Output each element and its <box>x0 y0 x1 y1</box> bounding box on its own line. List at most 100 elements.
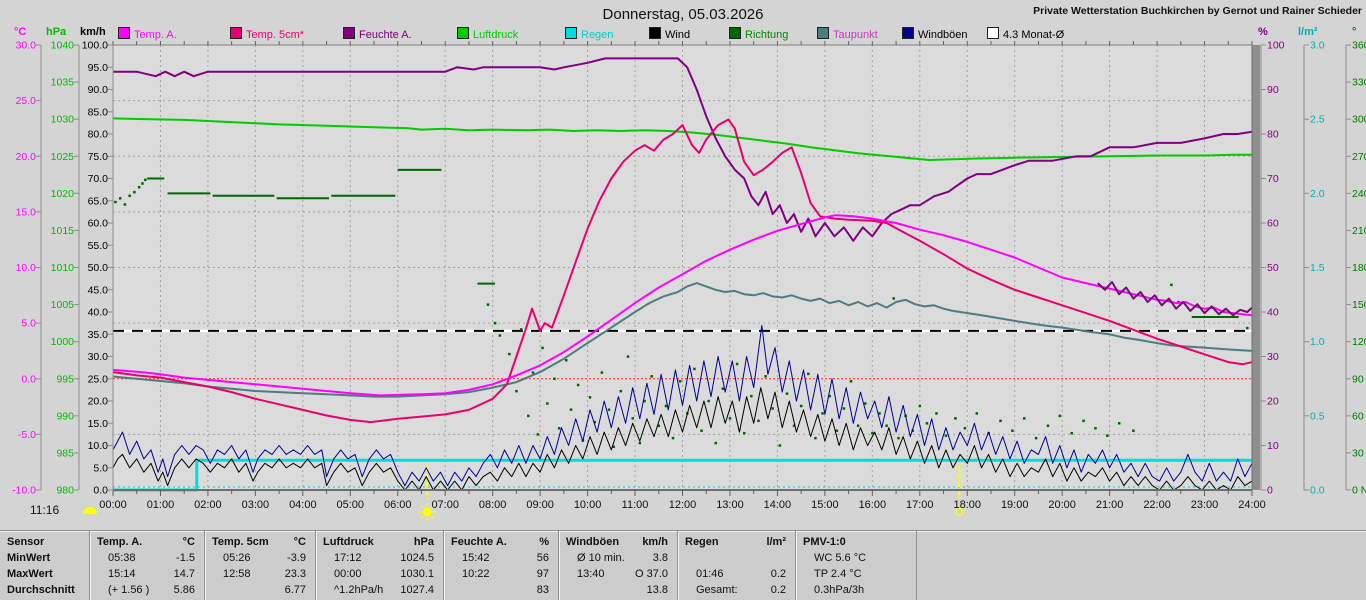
cell-value: 0.2 <box>770 568 786 580</box>
svg-text:1005: 1005 <box>51 299 75 311</box>
legend-swatch-taupunkt <box>817 27 829 39</box>
svg-text:90: 90 <box>1267 84 1279 96</box>
table-header-row: MinWert <box>0 550 89 566</box>
table-col-feuchte-a-: Feuchte A.% 15:42 56 10:22 97 83 <box>443 531 558 600</box>
svg-text:1040: 1040 <box>51 40 75 52</box>
cell-time: 05:38 <box>108 552 136 564</box>
cell-time: Temp. 5cm <box>212 536 269 548</box>
series-richtung <box>114 168 1249 449</box>
svg-text:65.0: 65.0 <box>88 195 109 207</box>
table-col-temp-a-: Temp. A. °C 05:38 -1.5 15:14 14.7 (+ 1.56 ) 5.8… <box>89 531 204 600</box>
cell-value: 56 <box>536 552 549 564</box>
cell-time: Regen <box>685 536 719 548</box>
cell-time: WC 5.6 °C <box>814 552 867 564</box>
cell-time: (+ 1.56 ) <box>108 584 150 596</box>
weather-chart: 00:00 01:00 02:00 03:00 04:00 05:00 06:00 07:00… <box>12 40 1366 521</box>
svg-text:980: 980 <box>56 485 74 497</box>
svg-text:180 S: 180 S <box>1352 262 1366 274</box>
table-row: Gesamt: 0.2 <box>678 582 795 598</box>
cell-value: O 37.0 <box>634 568 668 580</box>
time-axis-labels: 00:00 01:00 02:00 03:00 04:00 05:00 06:00 07:00… <box>99 499 1266 511</box>
table-row: Ø 10 min. 3.8 <box>559 550 677 566</box>
svg-text:1000: 1000 <box>51 336 75 348</box>
svg-text:30: 30 <box>1352 447 1364 459</box>
series-wind <box>112 387 1253 491</box>
svg-text:3.0: 3.0 <box>1310 40 1325 52</box>
svg-text:17:00: 17:00 <box>906 499 934 511</box>
svg-text:995: 995 <box>56 373 74 385</box>
table-row: TP 2.4 °C <box>796 566 916 582</box>
table-row: 10:22 97 <box>444 566 558 582</box>
svg-text:15.0: 15.0 <box>16 206 37 218</box>
svg-text:0.5: 0.5 <box>1310 410 1325 422</box>
cell-time: 15:14 <box>108 568 136 580</box>
cell-time: ^1.2hPa/h <box>334 584 384 596</box>
cell-time: Windböen <box>566 536 620 548</box>
svg-text:21:00: 21:00 <box>1096 499 1124 511</box>
gridlines <box>113 45 1252 490</box>
axis-temp_c: 30.0 25.0 20.0 15.0 10.0 5.0 0.0 -5.0 -10.0 <box>12 40 42 497</box>
svg-text:5.0: 5.0 <box>21 318 36 330</box>
sunrise-sun-icon <box>418 503 437 521</box>
current-time-label: 11:16 <box>30 503 60 517</box>
cell-value: -1.5 <box>176 552 195 564</box>
table-row: 15:42 56 <box>444 550 558 566</box>
cell-value: 1024.5 <box>400 552 434 564</box>
svg-text:0 N: 0 N <box>1352 485 1366 497</box>
axis-unit-deg: ° <box>1352 26 1357 38</box>
svg-text:00:00: 00:00 <box>99 499 127 511</box>
cell-value: 5.86 <box>173 584 195 596</box>
svg-text:-10.0: -10.0 <box>12 485 36 497</box>
cell-value: l/m² <box>766 536 786 548</box>
table-row: 83 <box>444 582 558 598</box>
table-row: 13:40 O 37.0 <box>559 566 677 582</box>
legend-label: 4.3 Monat-Ø <box>1003 29 1065 41</box>
cell-time: Durchschnitt <box>7 584 75 596</box>
svg-text:13:00: 13:00 <box>716 499 744 511</box>
svg-text:22:00: 22:00 <box>1143 499 1171 511</box>
legend-swatch-feuchte-a- <box>343 27 355 39</box>
table-col-temp-5cm: Temp. 5cm °C 05:26 -3.9 12:58 23.3 6.77 <box>204 531 315 600</box>
sun-half-icon <box>83 507 97 514</box>
cell-value: % <box>539 536 549 548</box>
cell-time: Sensor <box>7 536 45 548</box>
svg-text:20:00: 20:00 <box>1048 499 1076 511</box>
svg-text:10: 10 <box>1267 440 1279 452</box>
svg-text:04:00: 04:00 <box>289 499 317 511</box>
svg-text:30.0: 30.0 <box>88 351 109 363</box>
legend-swatch-wind <box>649 27 661 39</box>
cell-time: PMV-1:0 <box>803 536 846 548</box>
station-credit: Private Wetterstation Buchkirchen by Ger… <box>1033 5 1362 17</box>
cell-time: 0.3hPa/3h <box>814 584 865 596</box>
cell-time: TP 2.4 °C <box>814 568 862 580</box>
legend-label: Temp. A. <box>134 29 177 41</box>
table-row: (+ 1.56 ) 5.86 <box>90 582 204 598</box>
table-col-pmv-1-0: PMV-1:0 WC 5.6 °C TP 2.4 °C 0.3hPa/3h <box>795 531 916 600</box>
cell-value: 1030.1 <box>400 568 434 580</box>
cell-time: 17:12 <box>334 552 362 564</box>
legend-item-taupunkt: Taupunkt <box>817 27 878 41</box>
cell-time: 12:58 <box>223 568 251 580</box>
axis-unit-pct: % <box>1258 26 1268 38</box>
legend-label: Regen <box>581 29 614 41</box>
legend-item-temp-a-: Temp. A. <box>118 27 177 41</box>
svg-text:55.0: 55.0 <box>88 240 109 252</box>
svg-text:95.0: 95.0 <box>88 62 109 74</box>
axis-unit-temp_c: °C <box>14 26 27 38</box>
svg-text:10.0: 10.0 <box>88 440 109 452</box>
legend-label: Windböen <box>918 29 968 41</box>
table-col-sensor: Sensor MinWert MaxWert Durchschnitt <box>0 531 89 600</box>
cell-value: 97 <box>536 568 549 580</box>
svg-text:05:00: 05:00 <box>337 499 365 511</box>
svg-text:0.0: 0.0 <box>1310 485 1325 497</box>
svg-text:08:00: 08:00 <box>479 499 507 511</box>
svg-text:45.0: 45.0 <box>88 284 109 296</box>
cell-value: 14.7 <box>173 568 195 580</box>
table-col-luftdruck: Luftdruck hPa 17:12 1024.5 00:00 1030.1 ^1.2hP… <box>315 531 443 600</box>
legend-label: Feuchte A. <box>359 29 412 41</box>
table-header-row: Regen l/m² <box>678 534 795 550</box>
svg-text:0: 0 <box>1267 485 1273 497</box>
table-header-row: Luftdruck hPa <box>316 534 443 550</box>
svg-text:330: 330 <box>1352 77 1366 89</box>
svg-text:50.0: 50.0 <box>88 262 109 274</box>
